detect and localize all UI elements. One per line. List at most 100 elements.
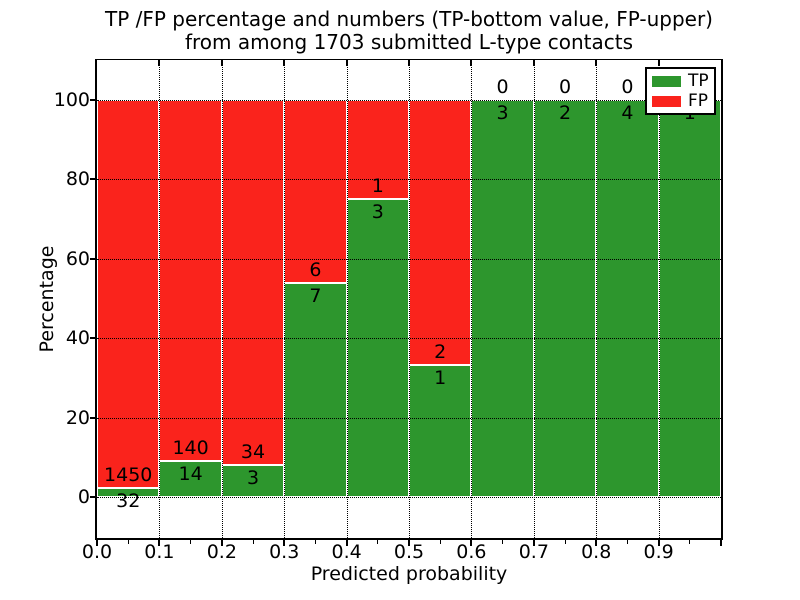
x-minor-tick: [190, 540, 192, 544]
tp-count-label: 32: [116, 490, 141, 513]
v-gridline: [159, 60, 161, 538]
fp-count-label: 1450: [104, 464, 153, 487]
tp-bar-segment: [346, 199, 409, 497]
x-tick-label: 0.4: [331, 541, 362, 563]
fp-count-label: 2: [434, 340, 447, 363]
x-minor-tick: [502, 540, 504, 544]
y-major-tick: [90, 416, 97, 419]
plot-area: 1450321401434367132103020401: [97, 60, 721, 538]
tp-bar-segment: [471, 100, 534, 497]
tp-bar-segment: [596, 100, 659, 497]
y-major-tick: [90, 496, 97, 498]
tp-bar-segment: [533, 100, 597, 497]
tp-count-label: 14: [178, 462, 203, 485]
x-minor-tick: [252, 540, 254, 544]
fp-swatch-icon: [652, 95, 681, 107]
tp-bar-segment: [159, 460, 222, 497]
x-minor-tick: [439, 540, 441, 544]
y-major-tick: [90, 337, 97, 340]
y-tick-label: 0: [77, 486, 90, 508]
fp-count-label: 0: [496, 76, 509, 98]
x-major-tick: [345, 540, 348, 546]
x-major-tick: [283, 540, 286, 546]
fp-bar-segment: [409, 100, 472, 365]
v-gridline: [346, 60, 348, 538]
fp-bar-segment: [97, 100, 160, 489]
x-minor-tick: [314, 540, 316, 544]
legend-item-fp: FP: [652, 91, 709, 111]
tp-bar-segment: [284, 283, 347, 497]
tp-count-label: 3: [496, 102, 509, 124]
tp-count-label: 7: [309, 285, 322, 308]
x-major-tick: [720, 540, 722, 546]
fp-count-label: 34: [240, 440, 266, 463]
y-tick-label: 20: [65, 406, 90, 429]
tp-bar-segment: [658, 100, 721, 497]
x-tick-label: 0.3: [269, 541, 300, 563]
tp-swatch-icon: [652, 75, 681, 87]
fp-count-label: 6: [309, 259, 322, 282]
fp-bar-segment: [284, 100, 347, 284]
tp-bar-segment: [97, 488, 160, 497]
x-top-tick: [532, 60, 535, 66]
y-axis-label: Percentage: [36, 245, 58, 353]
chart-title: TP /FP percentage and numbers (TP-bottom…: [97, 8, 721, 54]
y-major-tick: [90, 257, 97, 260]
x-tick-label: 0.7: [518, 541, 549, 563]
chart-title-line2: from among 1703 submitted L-type contact…: [184, 30, 634, 54]
tp-count-label: 2: [558, 102, 572, 124]
legend: TP FP: [645, 67, 716, 115]
x-tick-label: 0.0: [81, 541, 113, 563]
x-minor-tick: [377, 540, 379, 544]
x-minor-tick: [127, 540, 129, 544]
x-tick-label: 0.9: [643, 541, 674, 563]
x-minor-tick: [564, 540, 566, 544]
tp-count-label: 3: [371, 201, 384, 224]
tp-count-label: 1: [434, 366, 447, 389]
legend-label-tp: TP: [688, 71, 709, 91]
v-gridline: [533, 60, 535, 538]
v-gridline: [471, 60, 473, 538]
v-gridline: [596, 60, 598, 538]
y-tick-label: 60: [65, 247, 90, 270]
x-major-tick: [657, 540, 660, 546]
chart-title-line1: TP /FP percentage and numbers (TP-bottom…: [105, 7, 713, 31]
legend-item-tp: TP: [652, 71, 709, 91]
x-top-tick: [470, 60, 473, 66]
y-major-tick: [90, 178, 97, 181]
v-gridline: [284, 60, 286, 538]
x-tick-label: 0.6: [456, 541, 487, 563]
v-gridline: [658, 60, 660, 538]
fp-bar-segment: [221, 100, 285, 465]
v-gridline: [409, 60, 410, 538]
x-top-tick: [408, 60, 410, 66]
tp-count-label: 4: [621, 102, 634, 124]
x-top-tick: [595, 60, 598, 66]
v-gridline: [221, 60, 223, 538]
y-tick-label: 80: [65, 168, 90, 191]
y-tick-label: 40: [65, 327, 90, 350]
y-tick-label: 100: [53, 89, 90, 111]
x-tick-label: 0.8: [581, 541, 612, 563]
x-major-tick: [158, 540, 161, 546]
x-major-tick: [408, 540, 410, 546]
fp-count-label: 0: [621, 76, 634, 98]
x-tick-label: 0.5: [393, 541, 425, 563]
x-major-tick: [595, 540, 598, 546]
x-tick-label: 0.2: [206, 541, 237, 563]
tp-bar-segment: [409, 364, 472, 497]
x-minor-tick: [626, 540, 628, 544]
fp-bar-segment: [159, 100, 222, 461]
x-minor-tick: [689, 540, 691, 544]
x-major-tick: [470, 540, 473, 546]
x-major-tick: [96, 540, 98, 546]
x-top-tick: [158, 60, 161, 66]
x-top-tick: [657, 60, 660, 66]
x-major-tick: [532, 540, 535, 546]
fp-count-label: 0: [558, 76, 572, 98]
fp-count-label: 1: [371, 175, 384, 198]
x-axis-label: Predicted probability: [310, 563, 508, 585]
x-major-tick: [220, 540, 223, 546]
x-top-tick: [283, 60, 286, 66]
legend-label-fp: FP: [688, 91, 709, 111]
